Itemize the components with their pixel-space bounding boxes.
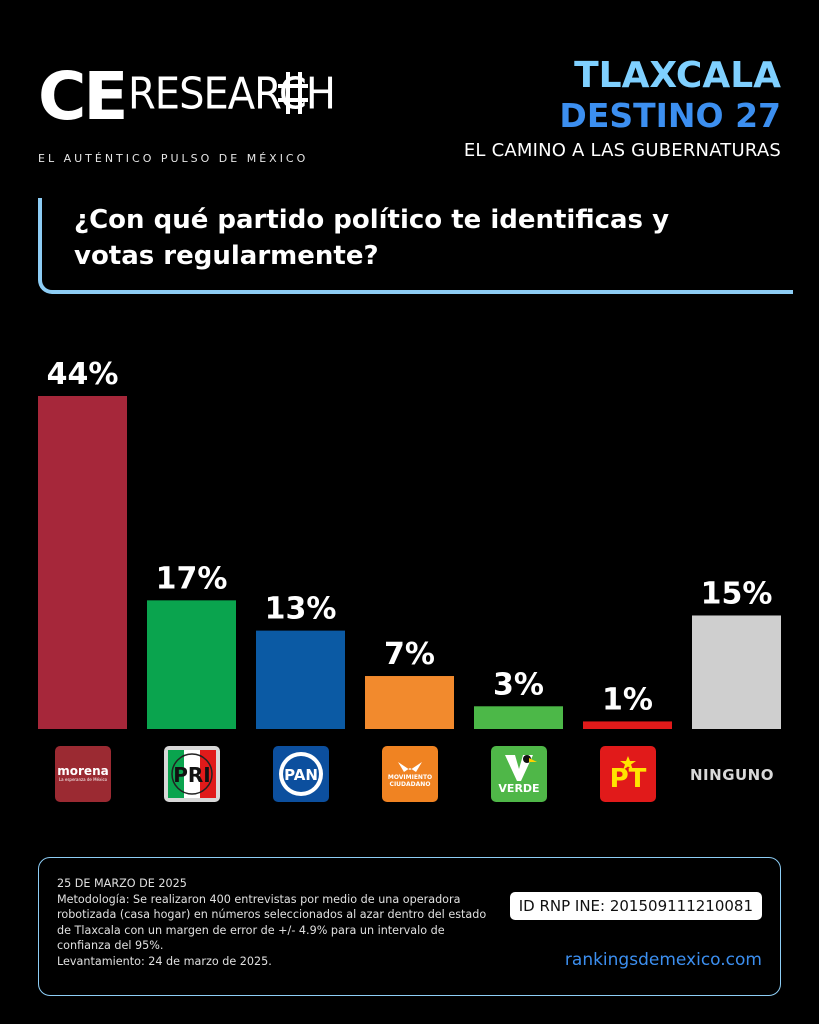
morena-logo: morena La esperanza de México [55,746,111,802]
hash-icon [278,72,308,114]
morena-slogan: La esperanza de México [58,777,108,782]
header-subtitle: EL CAMINO A LAS GUBERNATURAS [463,140,781,161]
header-titles: TLAXCALA DESTINO 27 EL CAMINO A LAS GUBE… [464,56,781,166]
methodology-text: 25 DE MARZO DE 2025 Metodología: Se real… [57,876,497,969]
value-label-verde: 3% [493,667,544,702]
star-icon [620,756,636,770]
ninguno-label: NINGUNO [690,766,774,784]
value-label-morena: 44% [47,357,119,392]
bar-morena [38,396,127,729]
pan-text: PAN [284,766,318,784]
brand-tagline: EL AUTÉNTICO PULSO DE MÉXICO [38,152,309,165]
question-text: ¿Con qué partido político te identificas… [74,205,670,271]
bar-chart: 44% 17% 13% 7% 3% 1% 15% [0,330,819,750]
bar-movimiento-ciudadano [365,676,454,729]
destino-title: DESTINO 27 [559,96,781,135]
website-link[interactable]: rankingsdemexico.com [564,950,762,970]
pt-logo: PT [600,746,656,802]
verde-logo: VERDE [491,746,547,802]
pri-emblem-icon: PRI [168,750,216,798]
brand-ce: CE [38,58,129,135]
pri-logo: PRI [164,746,220,802]
value-label-pri: 17% [156,561,228,596]
state-title: TLAXCALA [574,55,781,96]
value-label-ninguno: 15% [701,576,773,611]
chart-svg: 44% 17% 13% 7% 3% 1% 15% [38,357,781,729]
bar-ninguno [692,615,781,729]
fieldwork-date: Levantamiento: 24 de marzo de 2025. [57,954,272,968]
value-label-movimiento-ciudadano: 7% [384,637,435,672]
party-logos: morena La esperanza de México PRI PAN MO… [0,746,819,806]
bar-pt [583,721,672,729]
brand-logo: CE RESEARCH EL AUTÉNTICO PULSO DE MÉXICO [38,64,336,170]
mc-logo: MOVIMIENTO CIUDADANO [382,746,438,802]
methodology-box: 25 DE MARZO DE 2025 Metodología: Se real… [38,857,781,996]
verde-text: VERDE [498,782,540,795]
bar-pan [256,630,345,729]
toucan-v-icon [505,755,537,781]
value-label-pt: 1% [602,682,653,717]
eagle-icon [398,762,422,772]
rnp-id-badge: ID RNP INE: 201509111210081 [509,892,762,920]
pri-text: PRI [173,763,211,787]
bar-verde [474,706,563,729]
value-label-pan: 13% [265,592,337,627]
pan-logo: PAN [273,746,329,802]
morena-word: morena [57,764,109,778]
survey-date: 25 DE MARZO DE 2025 [57,877,187,890]
pt-text: PT [609,764,647,794]
mc-line2: CIUDADANO [389,781,431,788]
pan-emblem-icon: PAN [279,752,323,796]
question-panel: ¿Con qué partido político te identificas… [38,198,793,294]
mc-line1: MOVIMIENTO [387,774,433,781]
bar-pri [147,600,236,729]
methodology: Metodología: Se realizaron 400 entrevist… [57,892,487,953]
